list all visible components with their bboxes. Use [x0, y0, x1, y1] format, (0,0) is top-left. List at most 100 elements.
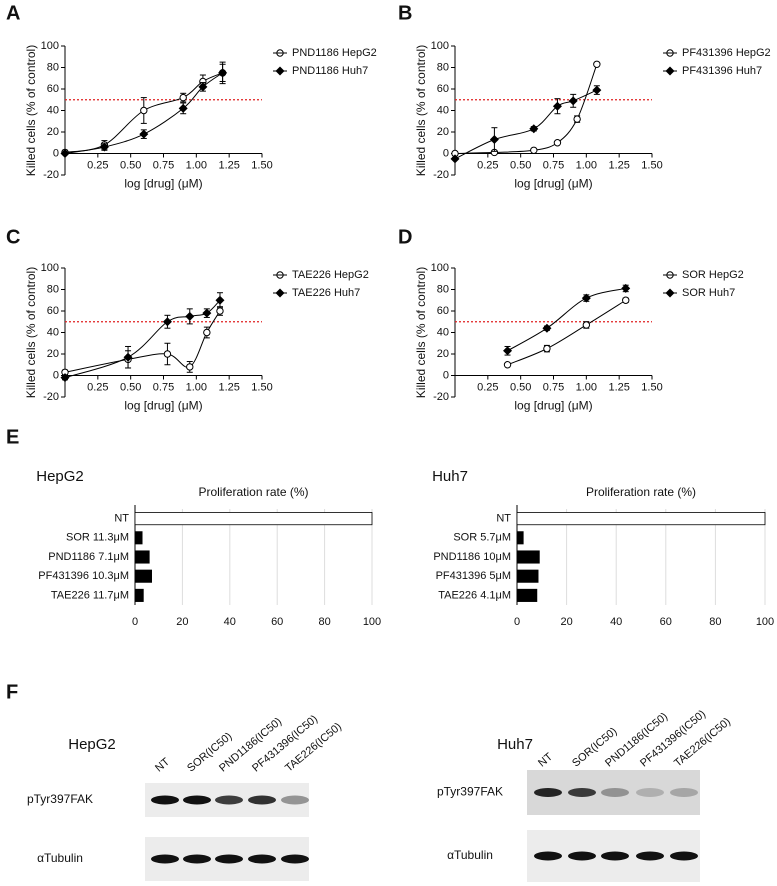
legend-label: SOR HepG2 — [682, 269, 744, 281]
point — [162, 317, 172, 327]
y-axis-title: Killed cells (% of control) — [414, 267, 428, 398]
legend-label: TAE226 HepG2 — [292, 269, 369, 281]
x-tick-label: 1.50 — [641, 381, 662, 393]
fit-curve — [507, 299, 626, 366]
point — [123, 352, 133, 362]
x-tick-label: 0.75 — [153, 381, 174, 393]
x-tick-label: 40 — [610, 616, 622, 628]
y-tick-label: 60 — [437, 83, 449, 95]
legend-label: PND1186 Huh7 — [292, 65, 368, 77]
blot-band — [670, 788, 698, 797]
x-tick-label: 80 — [318, 616, 330, 628]
y-tick-label: PF431396 5μM — [436, 570, 511, 582]
x-axis-title: log [drug] (μM) — [124, 399, 202, 413]
point — [185, 311, 195, 321]
x-tick-label: 40 — [224, 616, 236, 628]
point — [553, 139, 562, 147]
legend-label: PF431396 HepG2 — [682, 47, 771, 59]
x-tick-label: 1.00 — [186, 381, 207, 393]
point — [489, 135, 499, 145]
point — [218, 68, 228, 78]
bar — [134, 531, 143, 545]
x-tick-label: 0.25 — [87, 159, 108, 171]
x-tick-label: 0.50 — [120, 159, 141, 171]
y-tick-label: -20 — [43, 391, 59, 403]
bar — [516, 512, 766, 526]
x-tick-label: 0 — [132, 616, 138, 628]
blot-band — [215, 795, 243, 805]
point — [503, 346, 513, 356]
fit-curve — [507, 287, 626, 352]
x-tick-label: 100 — [363, 616, 381, 628]
y-tick-label: -20 — [43, 169, 59, 181]
blot-band — [151, 854, 179, 864]
blot-band — [568, 788, 596, 797]
legend-label: PND1186 HepG2 — [292, 47, 377, 59]
y-tick-label: 100 — [41, 40, 59, 52]
x-tick-label: 1.50 — [251, 381, 272, 393]
y-tick-label: 60 — [437, 305, 449, 317]
point — [621, 283, 631, 293]
bar — [516, 550, 540, 564]
x-tick-label: 60 — [660, 616, 672, 628]
legend-label: TAE226 Huh7 — [292, 287, 360, 299]
x-axis-title: log [drug] (μM) — [124, 177, 202, 191]
y-tick-label: 40 — [437, 104, 449, 116]
bar — [516, 588, 538, 602]
x-tick-label: 0.25 — [477, 381, 498, 393]
lane-label: NT — [153, 756, 172, 775]
x-tick-label: 80 — [709, 616, 721, 628]
y-tick-label: 0 — [443, 369, 449, 381]
chart-title: Huh7 — [432, 468, 468, 485]
blot-band — [636, 851, 664, 861]
x-tick-label: 1.25 — [218, 381, 239, 393]
blot-band — [601, 788, 629, 797]
x-tick-label: 1.00 — [576, 381, 597, 393]
panel-label: F — [6, 681, 18, 703]
y-axis-title: Killed cells (% of control) — [24, 267, 38, 398]
panel-label: B — [398, 2, 412, 24]
y-tick-label: PND1186 7.1μM — [48, 551, 129, 563]
fit-curve — [454, 64, 598, 154]
point — [198, 82, 208, 92]
point — [529, 124, 539, 134]
y-tick-label: -20 — [433, 169, 449, 181]
x-tick-label: 1.25 — [608, 381, 629, 393]
panel-label: D — [398, 226, 412, 248]
y-tick-label: TAE226 11.7μM — [51, 589, 129, 601]
x-tick-label: 100 — [756, 616, 774, 628]
x-axis-title: log [drug] (μM) — [514, 399, 592, 413]
point — [202, 308, 212, 318]
y-tick-label: 0 — [443, 147, 449, 159]
x-tick-label: 1.00 — [576, 159, 597, 171]
x-tick-label: 20 — [560, 616, 572, 628]
y-tick-label: 100 — [41, 262, 59, 274]
bar — [516, 569, 539, 583]
y-tick-label: 80 — [437, 61, 449, 73]
blot-band — [568, 851, 596, 861]
y-tick-label: PF431396 10.3μM — [38, 570, 129, 582]
y-tick-label: 20 — [47, 126, 59, 138]
blot-band — [248, 795, 276, 805]
point — [215, 295, 225, 305]
point — [163, 350, 172, 358]
row-label: αTubulin — [37, 851, 83, 865]
point — [582, 321, 591, 329]
x-axis-title: Proliferation rate (%) — [198, 485, 308, 499]
blot-band — [636, 788, 664, 797]
point — [450, 154, 460, 164]
blot-band — [215, 854, 243, 864]
point — [99, 142, 109, 152]
y-axis-title: Killed cells (% of control) — [414, 45, 428, 176]
point — [573, 115, 581, 123]
chart-title: HepG2 — [36, 468, 84, 485]
y-tick-label: 40 — [47, 104, 59, 116]
x-tick-label: 1.25 — [608, 159, 629, 171]
y-tick-label: 20 — [47, 348, 59, 360]
y-tick-label: 60 — [47, 305, 59, 317]
point — [568, 96, 578, 106]
bar — [134, 512, 373, 526]
bar — [134, 550, 150, 564]
row-label: pTyr397FAK — [27, 792, 93, 806]
panel-label: C — [6, 226, 20, 248]
